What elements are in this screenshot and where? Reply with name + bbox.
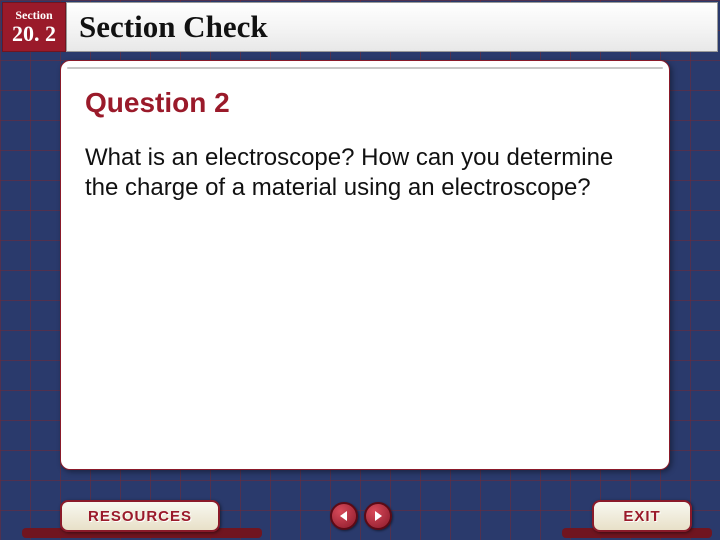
page-title: Section Check [79,9,268,45]
exit-button[interactable]: EXIT [592,500,692,532]
footer-bar: RESOURCES EXIT [0,490,720,540]
nav-button-group [330,502,392,530]
question-body: What is an electroscope? How can you det… [85,143,645,203]
title-bar: Section Check [66,2,718,52]
header-bar: Section 20. 2 Section Check [2,2,718,52]
triangle-right-icon [372,510,384,522]
resources-label: RESOURCES [88,508,192,525]
prev-button[interactable] [330,502,358,530]
exit-label: EXIT [623,508,660,525]
next-button[interactable] [364,502,392,530]
content-card: Question 2 What is an electroscope? How … [60,60,670,470]
section-number: 20. 2 [12,21,56,47]
question-heading: Question 2 [85,87,645,119]
resources-button[interactable]: RESOURCES [60,500,220,532]
section-badge: Section 20. 2 [2,2,66,52]
triangle-left-icon [338,510,350,522]
